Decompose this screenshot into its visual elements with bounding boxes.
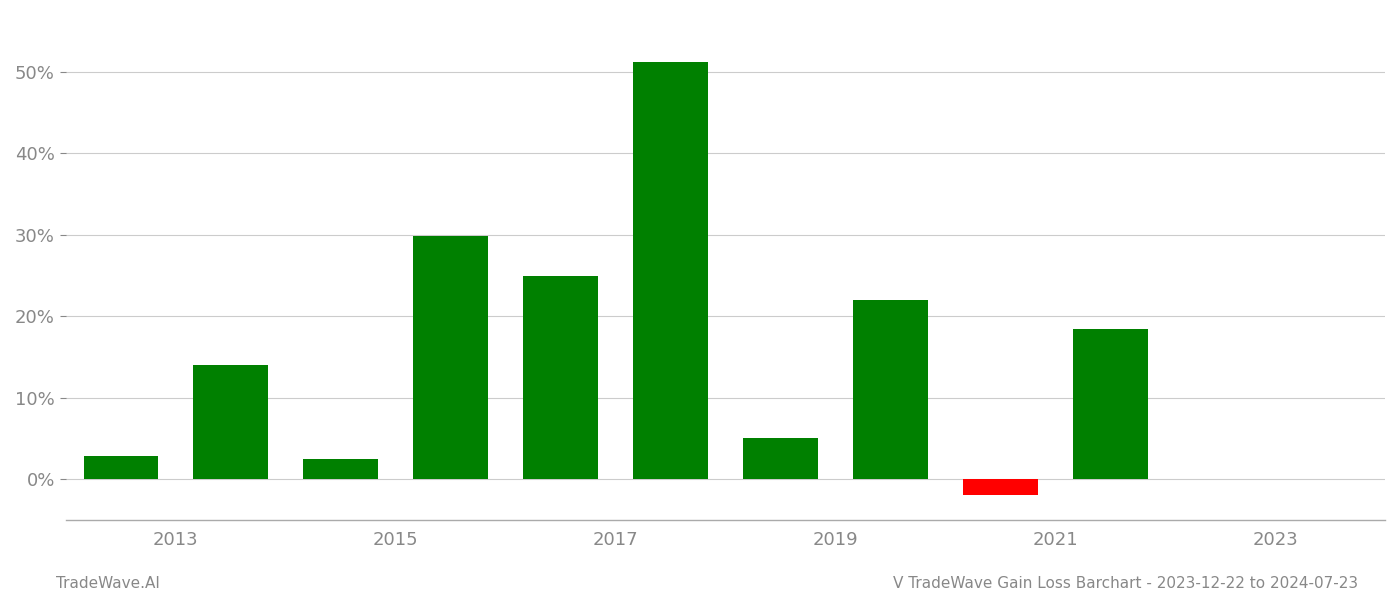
Bar: [1072, 329, 1148, 479]
Bar: [743, 439, 818, 479]
Bar: [304, 459, 378, 479]
Text: V TradeWave Gain Loss Barchart - 2023-12-22 to 2024-07-23: V TradeWave Gain Loss Barchart - 2023-12…: [893, 576, 1358, 591]
Bar: [633, 62, 708, 479]
Bar: [963, 479, 1037, 496]
Bar: [853, 300, 928, 479]
Bar: [84, 457, 158, 479]
Text: TradeWave.AI: TradeWave.AI: [56, 576, 160, 591]
Bar: [193, 365, 269, 479]
Bar: [524, 275, 598, 479]
Bar: [413, 236, 489, 479]
